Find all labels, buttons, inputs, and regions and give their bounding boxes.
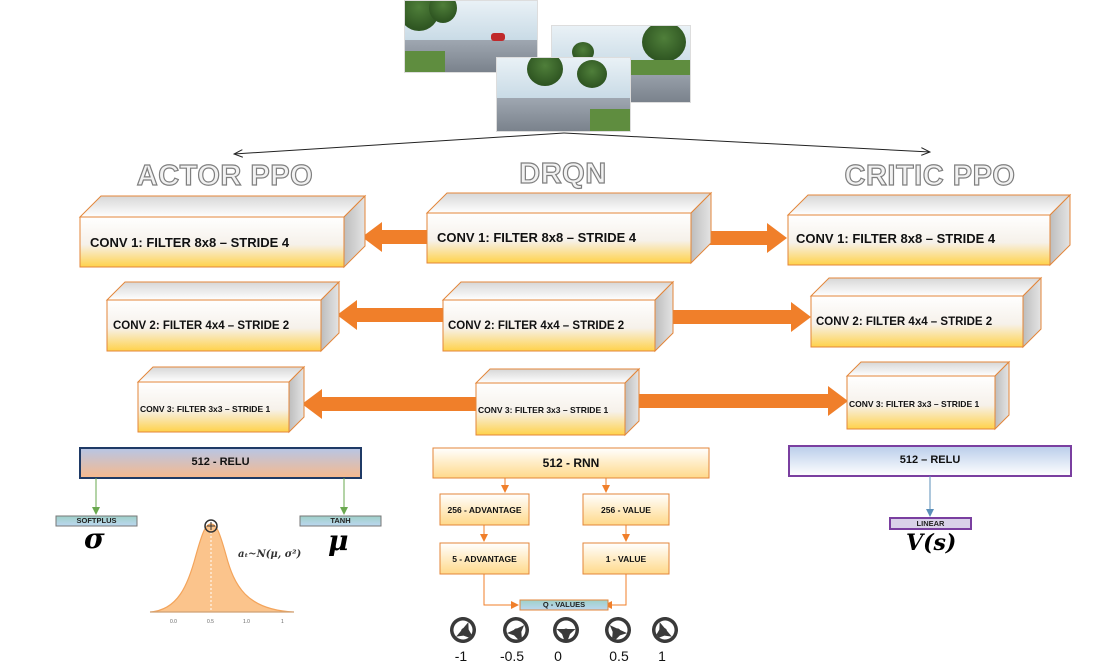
gaussian-plot — [149, 519, 295, 613]
weight-transfer-arrows — [302, 222, 848, 419]
drqn-val256-box — [582, 493, 670, 526]
dist-tick-0: 0.0 — [170, 619, 177, 625]
action-label-1: -0.5 — [499, 648, 525, 664]
drqn-conv2-box — [441, 280, 675, 353]
actor-conv2-box — [105, 280, 341, 353]
camera-frame-3 — [496, 57, 631, 132]
drqn-adv256-label: 256 - ADVANTAGE — [447, 505, 522, 515]
critic-ppo-title: CRITIC PPO — [844, 159, 1016, 192]
steering-wheel-icon — [652, 617, 678, 643]
actor-conv2-label: CONV 2: FILTER 4x4 – STRIDE 2 — [113, 320, 290, 332]
drqn-conv3-box — [474, 367, 641, 437]
drqn-dense-label: 512 - RNN — [542, 456, 600, 470]
value-function-symbol: V(s) — [906, 530, 957, 556]
sigma-symbol: σ — [84, 522, 105, 555]
action-label-3: 0.5 — [609, 648, 629, 664]
actor-conv1-label: CONV 1: FILTER 8x8 – STRIDE 4 — [90, 235, 290, 250]
drqn-adv5-label: 5 - ADVANTAGE — [452, 554, 517, 564]
softplus-label: SOFTPLUS — [76, 516, 117, 525]
critic-conv2-label: CONV 2: FILTER 4x4 – STRIDE 2 — [816, 316, 993, 328]
actor-dense-box — [79, 447, 362, 479]
critic-conv2-box — [809, 276, 1043, 349]
steering-wheel-icon — [450, 617, 476, 643]
drqn-conv3-label: CONV 3: FILTER 3x3 – STRIDE 1 — [478, 405, 609, 415]
dist-tick-2: 1.0 — [243, 619, 250, 625]
critic-dense-label: 512 – RELU — [899, 454, 961, 466]
qvalues-box — [519, 599, 609, 611]
dist-tick-1: 0.5 — [207, 619, 214, 625]
dist-tick-3: 1 — [281, 619, 284, 625]
tanh-box — [299, 515, 382, 527]
tanh-label: TANH — [330, 516, 351, 525]
steering-wheel-icon — [553, 617, 579, 643]
mu-symbol: μ — [328, 524, 349, 557]
drqn-conv1-box — [425, 191, 713, 265]
conv-boxes — [78, 191, 1072, 437]
softplus-box — [55, 515, 138, 527]
drqn-title: DRQN — [519, 157, 607, 190]
actor-dense-label: 512 - RELU — [191, 456, 250, 468]
action-label-0: -1 — [454, 648, 468, 664]
policy-formula: aₜ~N(μ, σ²) — [238, 549, 302, 560]
drqn-conv2-label: CONV 2: FILTER 4x4 – STRIDE 2 — [448, 320, 625, 332]
drqn-adv5-box — [439, 542, 530, 575]
drqn-val256-label: 256 - VALUE — [601, 505, 651, 515]
critic-conv3-box — [845, 360, 1011, 431]
actor-conv3-label: CONV 3: FILTER 3x3 – STRIDE 1 — [140, 404, 271, 414]
linear-box — [889, 517, 972, 530]
actor-conv1-box — [78, 194, 367, 269]
action-label-4: 1 — [658, 648, 666, 664]
drqn-dense-box — [432, 447, 710, 479]
critic-conv3-label: CONV 3: FILTER 3x3 – STRIDE 1 — [849, 399, 980, 409]
camera-frame-1 — [404, 0, 538, 73]
qvalues-label: Q - VALUES — [542, 600, 586, 609]
actor-ppo-title: ACTOR PPO — [136, 159, 314, 192]
action-label-2: 0 — [554, 648, 562, 664]
steering-wheel-icon — [605, 617, 631, 643]
critic-conv1-box — [786, 193, 1072, 267]
linear-label: LINEAR — [916, 519, 945, 528]
actor-conv3-box — [136, 365, 306, 434]
drqn-conv1-label: CONV 1: FILTER 8x8 – STRIDE 4 — [437, 230, 637, 245]
input-arrows — [234, 132, 930, 154]
steering-wheels — [450, 617, 678, 643]
critic-conv1-label: CONV 1: FILTER 8x8 – STRIDE 4 — [796, 231, 996, 246]
drqn-adv256-box — [439, 493, 530, 526]
drqn-val1-label: 1 - VALUE — [605, 554, 647, 564]
steering-wheel-icon — [503, 617, 529, 643]
